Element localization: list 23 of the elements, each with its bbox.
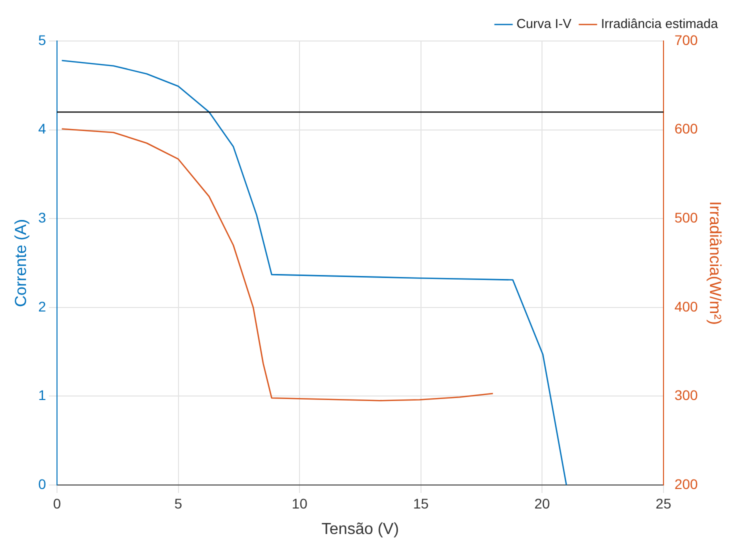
y2-tick-label: 700 [674,32,698,48]
x-tick-label: 15 [413,495,429,512]
y2-tick-label: 300 [674,387,698,404]
y2-tick-label: 400 [674,298,698,314]
y-tick-label: 2 [38,298,46,314]
y-tick-label: 3 [38,209,46,226]
x-tick-label: 0 [53,495,62,512]
x-tick-label: 25 [656,495,672,512]
y-tick-label: 5 [38,32,46,48]
x-tick-label: 10 [292,495,308,512]
y2-tick-label: 200 [674,476,698,492]
y-tick-label: 1 [38,387,46,404]
y2-tick-label: 600 [674,120,698,137]
x-axis-title: Tensão (V) [322,520,399,538]
x-tick-label: 20 [534,495,550,512]
y-tick-label: 4 [38,120,46,137]
y2-tick-label: 500 [674,209,698,226]
y-tick-label: 0 [38,476,46,492]
y2-axis-title: Irradiância(W/m²) [706,201,723,325]
legend-label: Irradiância estimada [600,16,719,32]
x-tick-label: 5 [174,495,182,512]
y-axis-title: Corrente (A) [13,218,30,308]
legend-label: Curva I-V [516,16,572,32]
